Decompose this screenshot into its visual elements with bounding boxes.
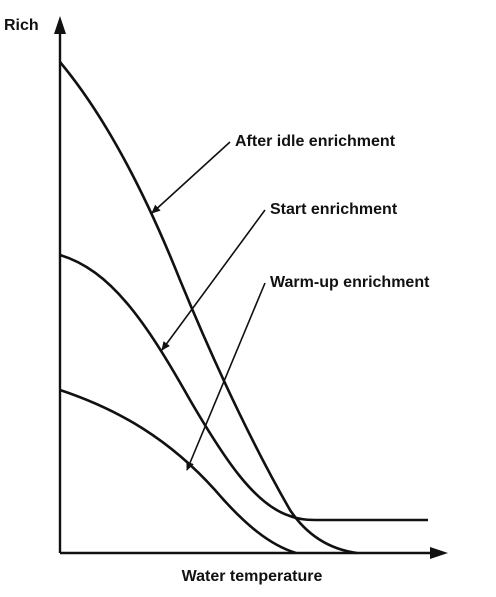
x-axis-arrow (430, 547, 448, 559)
after-idle-curve (59, 61, 358, 555)
warm-up-curve (59, 388, 297, 555)
y-axis-label: Rich (4, 17, 39, 34)
curve-label: Warm-up enrichment (270, 274, 430, 291)
x-axis-label: Water temperature (182, 568, 323, 585)
start-curve (59, 253, 428, 522)
leader-after-idle (151, 141, 231, 214)
curve-label: Start enrichment (270, 201, 398, 218)
y-axis-arrow (54, 16, 66, 34)
leader-warm-up (186, 282, 266, 471)
leader-start (161, 209, 266, 351)
curve-label: After idle enrichment (235, 133, 396, 150)
